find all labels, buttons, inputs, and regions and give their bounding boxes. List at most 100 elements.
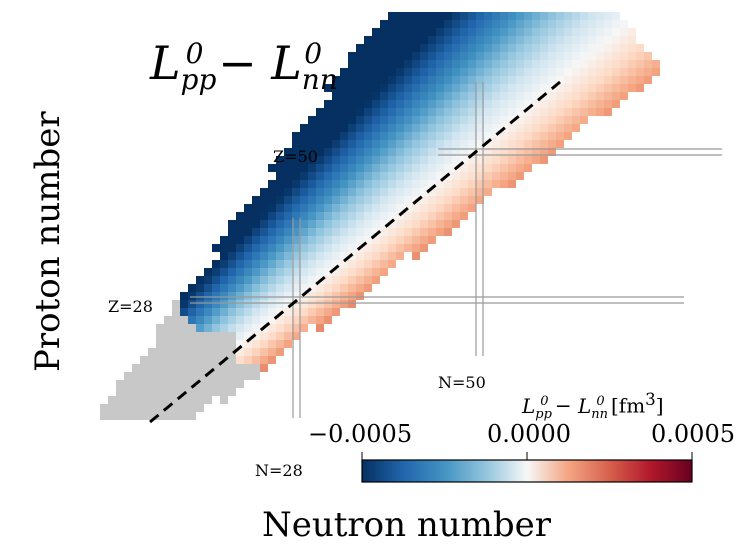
heatmap-cell — [556, 52, 564, 60]
heatmap-cell — [324, 124, 332, 132]
heatmap-cell — [188, 284, 196, 292]
heatmap-cell — [412, 108, 420, 116]
heatmap-cell — [412, 60, 420, 68]
heatmap-cell — [284, 180, 292, 188]
heatmap-cell — [508, 132, 516, 140]
heatmap-cell — [300, 204, 308, 212]
heatmap-cell — [212, 308, 220, 316]
heatmap-cell — [364, 252, 372, 260]
heatmap-cell — [388, 260, 396, 268]
heatmap-cell — [380, 44, 388, 52]
heatmap-cell — [340, 292, 348, 300]
heatmap-cell — [460, 172, 468, 180]
heatmap-cell — [652, 68, 660, 76]
heatmap-cell — [596, 12, 604, 20]
heatmap-cell — [332, 116, 340, 124]
heatmap-cell — [476, 116, 484, 124]
heatmap-cell — [308, 244, 316, 252]
heatmap-cell — [476, 100, 484, 108]
heatmap-cell — [204, 364, 212, 372]
heatmap-cell — [252, 292, 260, 300]
heatmap-cell — [460, 60, 468, 68]
heatmap-cell — [500, 148, 508, 156]
heatmap-cell — [396, 148, 404, 156]
heatmap-cell — [300, 212, 308, 220]
heatmap-cell — [212, 388, 220, 396]
heatmap-cell — [124, 380, 132, 388]
heatmap-cell — [468, 60, 476, 68]
heatmap-cell — [244, 260, 252, 268]
heatmap-cell — [236, 220, 244, 228]
heatmap-cell — [236, 308, 244, 316]
heatmap-cell — [212, 324, 220, 332]
heatmap-cell — [316, 284, 324, 292]
heatmap-cell — [252, 268, 260, 276]
heatmap-cell — [340, 76, 348, 84]
heatmap-cell — [588, 28, 596, 36]
heatmap-cell — [476, 148, 484, 156]
heatmap-cell — [500, 76, 508, 84]
heatmap-cell — [156, 356, 164, 364]
heatmap-cell — [300, 268, 308, 276]
heatmap-cell — [588, 100, 596, 108]
heatmap-cell — [220, 380, 228, 388]
heatmap-cell — [140, 396, 148, 404]
heatmap-cell — [420, 220, 428, 228]
heatmap-cell — [644, 52, 652, 60]
heatmap-cell — [292, 188, 300, 196]
heatmap-cell — [204, 356, 212, 364]
heatmap-cell — [236, 380, 244, 388]
heatmap-cell — [436, 196, 444, 204]
heatmap-cell — [484, 140, 492, 148]
heatmap-cell — [396, 68, 404, 76]
heatmap-cell — [332, 196, 340, 204]
heatmap-cell — [428, 44, 436, 52]
heatmap-cell — [388, 52, 396, 60]
heatmap-cell — [412, 212, 420, 220]
heatmap-cell — [356, 124, 364, 132]
heatmap-cell — [228, 220, 236, 228]
heatmap-cell — [444, 212, 452, 220]
heatmap-cell — [228, 356, 236, 364]
heatmap-cell — [404, 52, 412, 60]
heatmap-cell — [436, 12, 444, 20]
heatmap-cell — [452, 180, 460, 188]
heatmap-cell — [396, 36, 404, 44]
heatmap-cell — [228, 364, 236, 372]
heatmap-cell — [324, 308, 332, 316]
heatmap-cell — [532, 100, 540, 108]
heatmap-cell — [508, 68, 516, 76]
heatmap-cell — [212, 364, 220, 372]
heatmap-cell — [372, 172, 380, 180]
heatmap-cell — [356, 172, 364, 180]
heatmap-cell — [380, 52, 388, 60]
heatmap-cell — [580, 92, 588, 100]
heatmap-cell — [332, 300, 340, 308]
heatmap-cell — [388, 28, 396, 36]
heatmap-cell — [476, 132, 484, 140]
heatmap-cell — [420, 196, 428, 204]
heatmap-cell — [204, 276, 212, 284]
heatmap-cell — [284, 156, 292, 164]
heatmap-cell — [164, 332, 172, 340]
heatmap-cell — [324, 284, 332, 292]
heatmap-cell — [220, 244, 228, 252]
heatmap-cell — [188, 364, 196, 372]
heatmap-cell — [412, 204, 420, 212]
heatmap-cell — [460, 212, 468, 220]
heatmap-cell — [276, 316, 284, 324]
heatmap-cell — [228, 292, 236, 300]
heatmap-cell — [380, 196, 388, 204]
heatmap-cell — [212, 300, 220, 308]
heatmap-cell — [564, 116, 572, 124]
heatmap-cell — [468, 28, 476, 36]
heatmap-cell — [356, 52, 364, 60]
heatmap-cell — [292, 292, 300, 300]
heatmap-cell — [524, 124, 532, 132]
heatmap-cell — [436, 164, 444, 172]
heatmap-cell — [284, 164, 292, 172]
heatmap-cell — [284, 148, 292, 156]
heatmap-cell — [476, 44, 484, 52]
heatmap-cell — [116, 380, 124, 388]
heatmap-cell — [244, 276, 252, 284]
